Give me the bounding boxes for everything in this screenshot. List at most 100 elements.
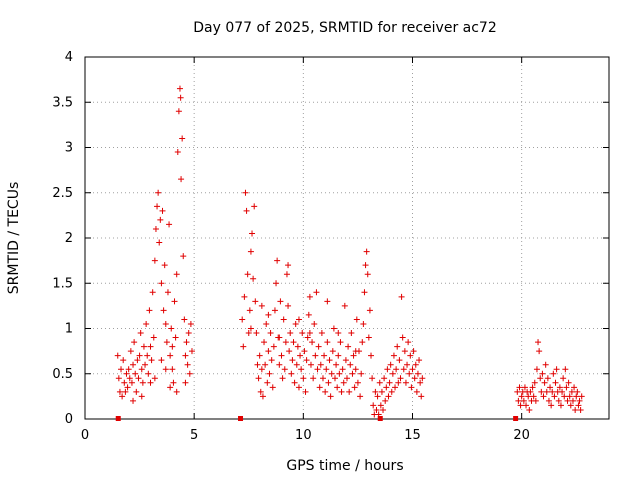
data-point [152, 225, 159, 232]
data-point [387, 361, 394, 368]
data-point [357, 393, 364, 400]
data-point [386, 379, 393, 386]
data-point [350, 352, 357, 359]
data-point [306, 293, 313, 300]
data-point [389, 370, 396, 377]
data-point [330, 325, 337, 332]
data-point [569, 397, 576, 404]
data-point [405, 339, 412, 346]
data-point [358, 370, 365, 377]
x-tick-label: 10 [295, 428, 312, 443]
zero-marker [238, 416, 244, 421]
data-point [187, 320, 194, 327]
data-point [404, 361, 411, 368]
data-point [337, 339, 344, 346]
data-point [299, 330, 306, 337]
data-point [301, 348, 308, 355]
data-point [413, 388, 420, 395]
data-point [346, 388, 353, 395]
data-point [406, 370, 413, 377]
data-point [412, 361, 419, 368]
data-point [274, 257, 281, 264]
y-tick-label: 3.5 [52, 95, 73, 110]
data-point [279, 375, 286, 382]
data-point [555, 397, 562, 404]
data-point [186, 370, 193, 377]
data-point [262, 361, 269, 368]
data-point [311, 320, 318, 327]
data-point [568, 388, 575, 395]
data-point [130, 361, 137, 368]
y-tick-label: 4 [65, 50, 73, 65]
data-point [408, 384, 415, 391]
data-point [291, 379, 298, 386]
data-point [261, 339, 268, 346]
data-points [114, 85, 585, 421]
chart-title: Day 077 of 2025, SRMTID for receiver ac7… [193, 20, 497, 36]
data-point [128, 379, 135, 386]
data-point [538, 388, 545, 395]
data-point [373, 406, 380, 413]
data-point [264, 379, 271, 386]
data-point [381, 375, 388, 382]
data-point [359, 339, 366, 346]
y-tick-label: 1.5 [52, 276, 73, 291]
data-point [126, 375, 133, 382]
data-point [348, 330, 355, 337]
data-point [173, 388, 180, 395]
data-point [167, 352, 174, 359]
data-point [142, 361, 149, 368]
data-point [144, 352, 151, 359]
axis-ticks: 0 5 10 15 20 0 0.5 1 1.5 2 2.5 3 3.5 4 [52, 50, 609, 443]
data-point [268, 357, 275, 364]
data-point [366, 307, 373, 314]
data-point [282, 339, 289, 346]
data-point [310, 375, 317, 382]
data-point [278, 352, 285, 359]
data-point [298, 366, 305, 373]
data-point [393, 366, 400, 373]
data-point [258, 302, 265, 309]
data-point [575, 402, 582, 409]
data-point [376, 379, 383, 386]
data-point [170, 379, 177, 386]
data-point [345, 343, 352, 350]
data-point [263, 320, 270, 327]
zero-marker [377, 416, 383, 421]
data-point [360, 320, 367, 327]
data-point [535, 339, 542, 346]
data-point [288, 370, 295, 377]
data-point [118, 366, 125, 373]
grid-lines [85, 57, 609, 419]
data-point [539, 370, 546, 377]
data-point [338, 388, 345, 395]
data-point [285, 262, 292, 269]
data-point [149, 289, 156, 296]
data-point [185, 330, 192, 337]
data-point [138, 393, 145, 400]
data-point [130, 397, 137, 404]
data-point [300, 375, 307, 382]
data-point [179, 135, 186, 142]
data-point [561, 393, 568, 400]
x-axis-label: GPS time / hours [286, 458, 403, 474]
data-point [560, 375, 567, 382]
data-point [136, 352, 143, 359]
data-point [564, 397, 571, 404]
data-point [390, 352, 397, 359]
data-point [169, 343, 176, 350]
data-point [414, 370, 421, 377]
data-point [342, 357, 349, 364]
data-point [294, 343, 301, 350]
data-point [120, 357, 127, 364]
data-point [146, 307, 153, 314]
data-point [409, 366, 416, 373]
plot-frame [84, 56, 610, 420]
data-point [349, 370, 356, 377]
data-point [340, 379, 347, 386]
data-point [290, 339, 297, 346]
data-point [523, 402, 530, 409]
data-point [418, 393, 425, 400]
data-point [119, 393, 126, 400]
data-point [244, 271, 251, 278]
